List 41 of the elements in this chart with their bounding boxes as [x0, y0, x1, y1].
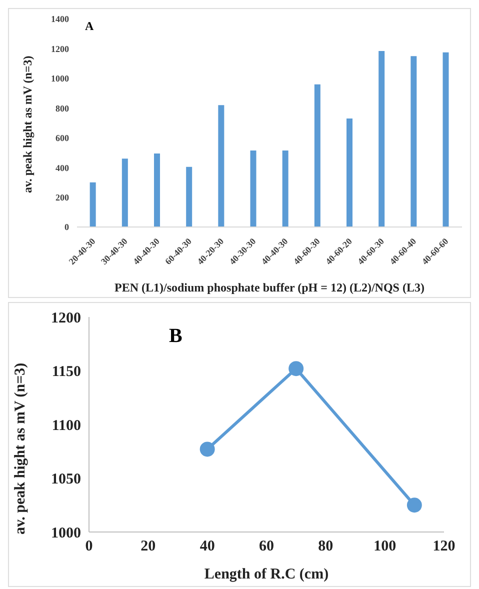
y-tick-label: 1000 — [51, 74, 70, 84]
bar — [186, 166, 192, 227]
chart-title: A — [85, 19, 94, 34]
y-axis-title: av. peak hight as mV (n=3) — [12, 362, 28, 534]
bar — [218, 105, 224, 227]
y-tick-label: 0 — [64, 222, 70, 232]
bar — [378, 50, 385, 227]
y-tick-label: 1200 — [51, 310, 81, 326]
y-tick-label: 1050 — [51, 472, 81, 488]
x-tick-label: 40 — [200, 538, 215, 555]
x-axis-title: Length of R.C (cm) — [204, 566, 329, 583]
x-tick-label: 0 — [85, 538, 93, 555]
x-axis-title: PEN (L1)/sodium phosphate buffer (pH = 12) (L2)/NQS (L3) — [114, 280, 424, 295]
bar — [442, 52, 449, 227]
y-tick-label: 800 — [56, 103, 70, 114]
x-tick-label: 20 — [140, 538, 156, 555]
y-axis-title: av. peak hight as mV (n=3) — [20, 56, 34, 193]
y-tick-label: 200 — [56, 192, 70, 202]
bar — [346, 118, 352, 227]
y-tick-label: 1000 — [51, 525, 81, 542]
bar — [314, 84, 320, 227]
x-tick-label: 120 — [432, 538, 456, 555]
y-tick-label: 400 — [56, 162, 70, 173]
chart-title: B — [169, 325, 182, 348]
point — [406, 498, 422, 513]
point — [288, 361, 304, 376]
x-tick-label: 60 — [259, 538, 274, 555]
bar — [90, 182, 96, 227]
bar — [122, 158, 128, 227]
point — [200, 442, 215, 457]
y-tick-label: 1400 — [51, 14, 70, 24]
bar — [410, 56, 417, 227]
y-tick-label: 1200 — [51, 44, 70, 54]
bar — [250, 150, 256, 227]
y-tick-label: 1150 — [52, 364, 81, 380]
y-tick-label: 600 — [56, 133, 70, 144]
bar — [154, 153, 160, 227]
y-tick-label: 1100 — [52, 418, 81, 434]
x-tick-label: 100 — [374, 538, 396, 555]
bar — [282, 150, 288, 227]
x-tick-label: 80 — [318, 538, 334, 555]
